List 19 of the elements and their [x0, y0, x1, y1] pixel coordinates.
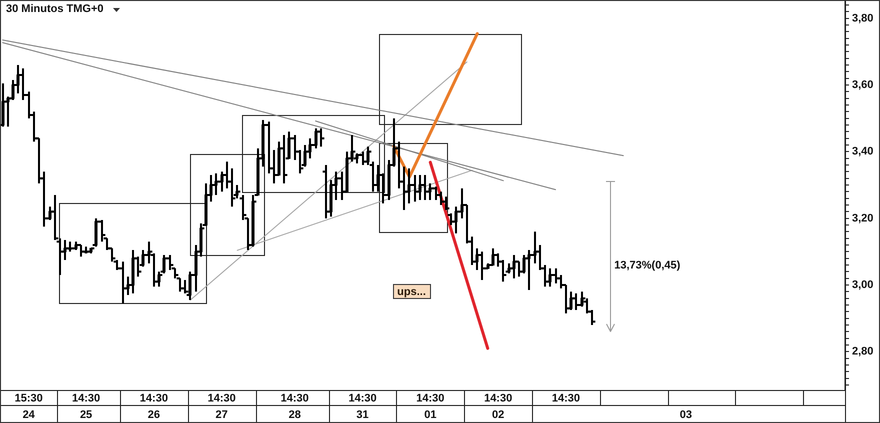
category-label: 14:30 25: [72, 392, 100, 421]
x-tick-label: 03: [680, 408, 692, 421]
annotation: 13,73%(0,45): [614, 260, 681, 272]
y-tick-label: 3,40: [852, 146, 874, 158]
y-tick-label: 3,00: [852, 279, 874, 292]
category-label: 14:30 27: [208, 392, 236, 421]
category-label: 14:30 02: [484, 392, 512, 421]
chart-title: 30 Minutos TMG+0: [6, 3, 104, 16]
category-label: 14:30 28: [280, 392, 309, 421]
annotation: ups...: [397, 286, 426, 298]
category-label: 14:30 31: [348, 392, 377, 421]
y-tick-label: 2,80: [852, 346, 874, 358]
category-label: 15:30 24: [14, 392, 43, 421]
y-tick-label: 3,80: [852, 12, 874, 24]
y-tick-label: 3,20: [852, 212, 874, 224]
x-tick-label: 14:30: [552, 392, 580, 405]
y-tick-label: 3,60: [852, 79, 874, 92]
category-label: 14:30 01: [416, 392, 444, 421]
category-label: 14:30 26: [140, 392, 168, 421]
